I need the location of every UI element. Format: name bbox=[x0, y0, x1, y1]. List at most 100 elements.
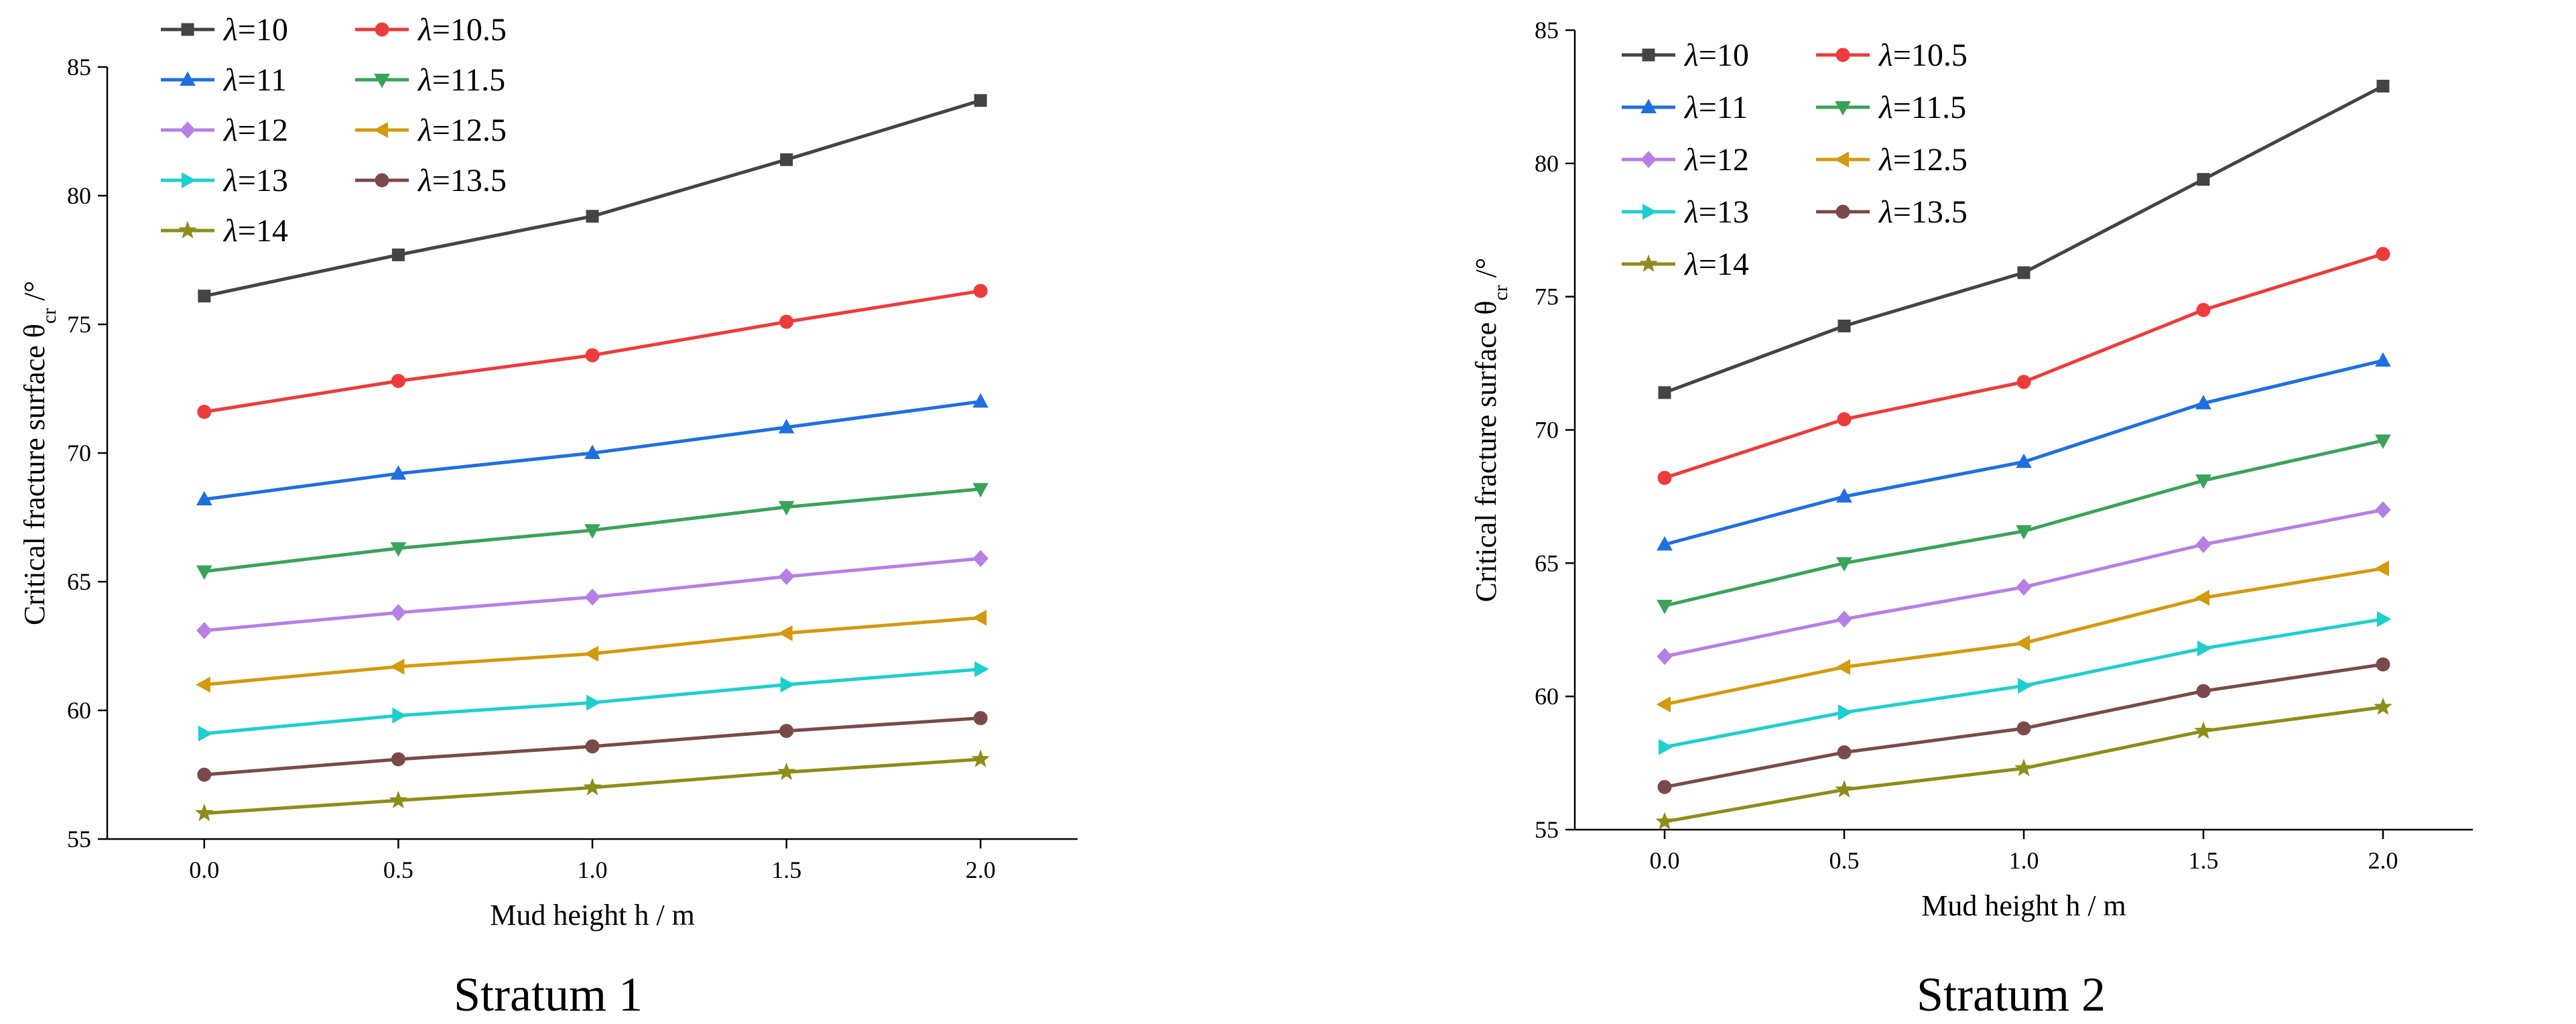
x-tick-label: 0.0 bbox=[189, 856, 219, 883]
data-point bbox=[1835, 779, 1854, 798]
x-tick-label: 1.0 bbox=[578, 856, 608, 883]
data-point bbox=[586, 210, 599, 223]
series-9 bbox=[195, 749, 990, 822]
y-tick-label: 75 bbox=[1535, 283, 1559, 310]
y-tick-label: 60 bbox=[1535, 683, 1559, 710]
data-point bbox=[2377, 611, 2392, 627]
data-point bbox=[390, 542, 407, 557]
data-point bbox=[391, 752, 405, 767]
legend-swatch-marker bbox=[1640, 99, 1657, 113]
series-3 bbox=[1657, 352, 2391, 551]
legend-label-lambda: λ bbox=[1683, 38, 1699, 73]
data-point bbox=[197, 405, 212, 420]
series-line bbox=[1664, 84, 2384, 395]
legend-swatch-marker bbox=[182, 172, 196, 188]
data-point bbox=[389, 658, 405, 675]
series-5 bbox=[1657, 501, 2391, 665]
data-point bbox=[196, 676, 210, 693]
data-point bbox=[196, 565, 212, 580]
data-point bbox=[777, 762, 796, 780]
data-point bbox=[198, 725, 213, 742]
data-point bbox=[390, 465, 407, 480]
series-6 bbox=[1656, 560, 2389, 712]
legend-label: λ=11.5 bbox=[1878, 90, 1966, 125]
series-9 bbox=[1655, 697, 2392, 830]
legend-label-lambda: λ bbox=[1878, 38, 1893, 73]
y-tick-label: 85 bbox=[67, 54, 91, 80]
legend-label-lambda: λ bbox=[417, 163, 432, 198]
y-axis-title-unit: /° bbox=[18, 281, 51, 308]
data-point bbox=[974, 94, 987, 107]
data-point bbox=[2195, 590, 2209, 606]
data-point bbox=[2196, 303, 2211, 318]
data-point bbox=[1837, 412, 1852, 427]
legend-label: λ=10 bbox=[222, 12, 288, 48]
y-axis-title-subscript: cr bbox=[38, 308, 60, 324]
legend-label-value: =10.5 bbox=[1893, 38, 1968, 73]
legend-label-lambda: λ bbox=[1683, 90, 1699, 125]
legend-label-value: =13.5 bbox=[1893, 194, 1968, 230]
data-point bbox=[1656, 696, 1671, 712]
panel-caption: Stratum 2 bbox=[1917, 968, 2106, 1021]
y-tick-label: 60 bbox=[67, 697, 91, 724]
series-4 bbox=[1657, 434, 2391, 615]
legend-label-lambda: λ bbox=[1878, 90, 1893, 125]
legend-label-value: =12 bbox=[1699, 142, 1749, 178]
legend-swatch-marker bbox=[180, 71, 196, 86]
y-axis-title: Critical fracture surface θcr /° bbox=[1470, 258, 1512, 602]
data-point bbox=[972, 609, 987, 626]
legend-swatch-marker bbox=[373, 122, 388, 138]
x-tick-label: 1.0 bbox=[2009, 847, 2039, 874]
x-tick-label: 0.5 bbox=[383, 856, 413, 883]
data-point bbox=[196, 622, 212, 639]
chart-panel-1: 55 60 65 70 75 80 85 0.0 0.5 1.0 1.5 2.0 Mud height … bbox=[18, 12, 1078, 1021]
data-point bbox=[1657, 535, 1673, 551]
y-tick-label: 65 bbox=[67, 568, 91, 595]
y-tick-label: 65 bbox=[1535, 550, 1559, 576]
legend-swatch-marker bbox=[374, 74, 390, 88]
data-point bbox=[2014, 759, 2033, 777]
legend-swatch-marker bbox=[1642, 48, 1655, 62]
data-point bbox=[583, 777, 602, 795]
legend-swatch-marker bbox=[1836, 48, 1850, 62]
data-point bbox=[584, 588, 600, 606]
legend-label-lambda: λ bbox=[1878, 194, 1893, 230]
data-point bbox=[2374, 560, 2389, 577]
data-point bbox=[1658, 386, 1671, 399]
x-tick-label: 1.5 bbox=[2189, 847, 2219, 874]
legend-label-lambda: λ bbox=[417, 12, 432, 48]
series-line bbox=[1664, 252, 2384, 480]
data-point bbox=[392, 707, 407, 724]
data-point bbox=[586, 694, 601, 711]
data-point bbox=[1657, 470, 1672, 485]
x-tick-label: 0.5 bbox=[1829, 847, 1860, 874]
legend-swatch-marker bbox=[178, 220, 197, 239]
data-point bbox=[974, 661, 989, 678]
legend-label-value: =12.5 bbox=[1893, 142, 1968, 178]
legend-label: λ=11 bbox=[222, 62, 287, 98]
series-1 bbox=[198, 94, 987, 303]
series-6 bbox=[196, 609, 987, 693]
data-point bbox=[1836, 488, 1852, 503]
data-point bbox=[390, 604, 407, 621]
legend-swatch-marker bbox=[1835, 101, 1851, 116]
panel-caption: Stratum 1 bbox=[454, 968, 643, 1021]
legend-label: λ=10 bbox=[1683, 38, 1749, 73]
data-point bbox=[1838, 704, 1853, 720]
data-point bbox=[973, 283, 988, 298]
data-point bbox=[778, 419, 795, 434]
y-axis-title-unit: /° bbox=[1470, 258, 1502, 285]
legend-label-lambda: λ bbox=[1878, 142, 1893, 178]
series-2 bbox=[197, 283, 988, 420]
data-point bbox=[2376, 80, 2390, 93]
series-5 bbox=[196, 550, 988, 639]
legend-label-lambda: λ bbox=[1683, 142, 1699, 178]
data-point bbox=[1838, 319, 1851, 332]
data-point bbox=[778, 568, 795, 586]
legend-label-value: =11 bbox=[238, 62, 287, 98]
legend-label-value: =10.5 bbox=[432, 12, 507, 48]
legend-label: λ=13 bbox=[1683, 194, 1749, 230]
y-axis-title-main: Critical fracture surface θ bbox=[1470, 301, 1502, 602]
data-point bbox=[585, 348, 600, 363]
y-axis-title: Critical fracture surface θcr /° bbox=[18, 281, 60, 625]
